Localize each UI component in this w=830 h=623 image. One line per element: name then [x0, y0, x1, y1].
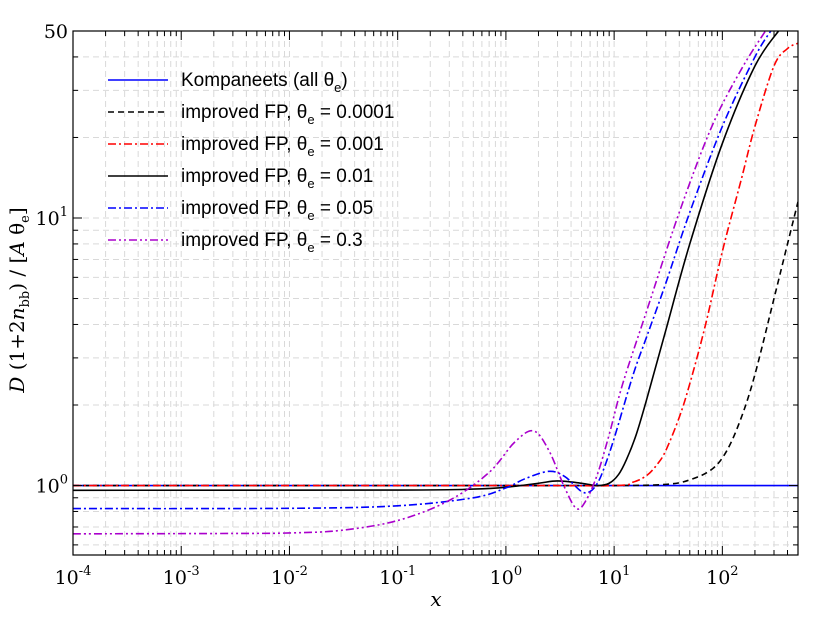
legend-entry-main: Kompaneets (all θ	[181, 70, 334, 91]
legend-entry-main: improved FP, θ	[181, 134, 307, 155]
x-tick-base: 10	[271, 567, 295, 589]
series-line-3	[73, 31, 780, 492]
grid-layer	[72, 30, 799, 555]
x-tick-label: 101	[598, 564, 630, 589]
y-title-n: n	[5, 307, 29, 320]
legend-entry-0: Kompaneets (all θe)	[181, 70, 348, 95]
y-title-paren-open: (1+2	[5, 320, 29, 376]
y-tick-base: 10	[36, 208, 60, 230]
y-title-paren-close: ) / [	[5, 256, 29, 291]
legend-entry-3: improved FP, θe = 0.01	[181, 166, 373, 191]
legend: Kompaneets (all θe)improved FP, θe = 0.0…	[108, 70, 394, 255]
legend-entry-main: improved FP, θ	[181, 102, 307, 123]
plot-layer	[73, 31, 798, 535]
x-tick-label: 10-1	[379, 564, 416, 589]
series-line-4	[73, 31, 772, 510]
legend-entry-sub: e	[307, 240, 314, 255]
y-title-d: D	[5, 377, 29, 394]
x-tick-label: 10-2	[271, 564, 308, 589]
x-tick-base: 10	[163, 567, 187, 589]
x-tick-label: 102	[706, 564, 738, 589]
legend-entry-4: improved FP, θe = 0.05	[181, 198, 373, 223]
y-tick-label: 50	[44, 21, 68, 43]
x-tick-exponent: -4	[79, 564, 92, 579]
y-title-bracket-close: ]	[5, 207, 29, 215]
legend-entry-rest: = 0.01	[315, 166, 374, 187]
y-axis-title: D (1+2nbb) / [A θe]	[5, 207, 33, 393]
x-tick-label: 10-3	[163, 564, 200, 589]
legend-entry-main: improved FP, θ	[181, 166, 307, 187]
x-tick-exponent: 1	[622, 564, 630, 579]
legend-entry-rest: = 0.3	[315, 230, 363, 251]
legend-entry-main: improved FP, θ	[181, 198, 307, 219]
x-tick-exponent: -2	[295, 564, 308, 579]
series-line-5	[73, 31, 767, 535]
legend-entry-5: improved FP, θe = 0.3	[181, 230, 363, 255]
plot-frame	[72, 30, 799, 556]
x-tick-label: 10-4	[55, 564, 92, 589]
legend-entry-sub: e	[307, 176, 314, 191]
tick-layer	[72, 30, 799, 555]
y-title-theta-sub: e	[18, 215, 33, 223]
series-line-2	[73, 42, 798, 487]
y-tick-label: 101	[36, 205, 68, 230]
legend-entry-2: improved FP, θe = 0.001	[181, 134, 384, 159]
y-title-n-sub: bb	[18, 291, 33, 308]
y-title-a: A	[5, 241, 29, 257]
legend-entry-rest: )	[341, 70, 347, 91]
y-tick-exponent: 1	[60, 205, 68, 220]
series-group	[73, 31, 798, 535]
y-tick-base: 10	[36, 476, 60, 498]
x-tick-exponent: 0	[514, 564, 522, 579]
x-tick-base: 10	[490, 567, 514, 589]
legend-entry-rest: = 0.05	[315, 198, 374, 219]
legend-entry-sub: e	[307, 208, 314, 223]
x-tick-base: 10	[55, 567, 79, 589]
y-tick-base: 50	[44, 21, 68, 43]
legend-entry-sub: e	[307, 112, 314, 127]
x-tick-exponent: -3	[187, 564, 200, 579]
legend-entry-1: improved FP, θe = 0.0001	[181, 102, 394, 127]
x-tick-label: 100	[490, 564, 522, 589]
x-axis-title: x	[430, 587, 441, 611]
y-tick-exponent: 0	[60, 473, 68, 488]
x-tick-base: 10	[379, 567, 403, 589]
y-tick-label: 100	[36, 473, 68, 498]
legend-entry-rest: = 0.001	[315, 134, 384, 155]
x-tick-exponent: -1	[403, 564, 416, 579]
x-tick-base: 10	[598, 567, 622, 589]
legend-entry-rest: = 0.0001	[315, 102, 395, 123]
legend-entry-main: improved FP, θ	[181, 230, 307, 251]
x-tick-base: 10	[706, 567, 730, 589]
legend-entry-sub: e	[307, 144, 314, 159]
y-title-theta: θ	[5, 223, 29, 241]
x-tick-exponent: 2	[730, 564, 738, 579]
legend-entry-sub: e	[334, 80, 341, 95]
